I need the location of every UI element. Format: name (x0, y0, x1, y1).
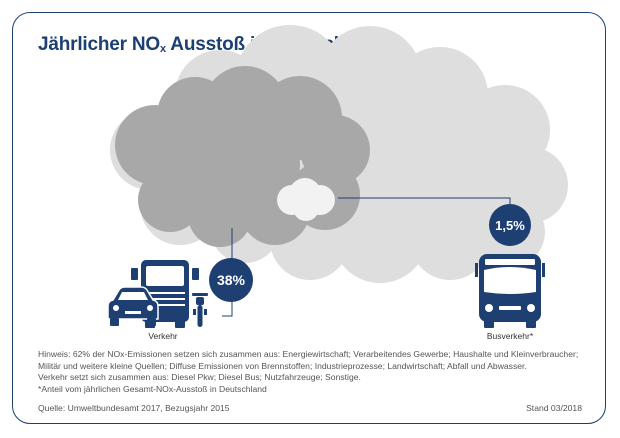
bus-badge (489, 204, 531, 246)
cloud-verkehr (115, 66, 370, 247)
cloud-bus (277, 178, 335, 221)
verkehr-leader-line (222, 228, 233, 317)
car-icon (107, 286, 159, 326)
motorcycle-icon (192, 293, 208, 327)
verkehr-category-label: Verkehr (148, 331, 177, 341)
verkehr-badge (209, 258, 253, 302)
note-line: Hinweis: 62% der NOx-Emissionen setzen s… (38, 349, 579, 359)
bus-category-label: Busverkehr* (487, 331, 534, 341)
notes-block: Hinweis: 62% der NOx-Emissionen setzen s… (38, 349, 598, 395)
note-line: *Anteil vom jährlichen Gesamt-NOx-Aussto… (38, 383, 267, 394)
stand-date: Stand 03/2018 (526, 403, 582, 413)
verkehr-value-label: 38% (217, 272, 246, 288)
note-line: Verkehr setzt sich zusammen aus: Diesel … (38, 372, 361, 383)
bus-value-label: 1,5% (495, 218, 525, 233)
note-line: Militär und weitere kleine Quellen; Diff… (38, 360, 527, 371)
bus-icon (475, 254, 545, 328)
source-text: Quelle: Umweltbundesamt 2017, Bezugsjahr… (38, 403, 230, 413)
